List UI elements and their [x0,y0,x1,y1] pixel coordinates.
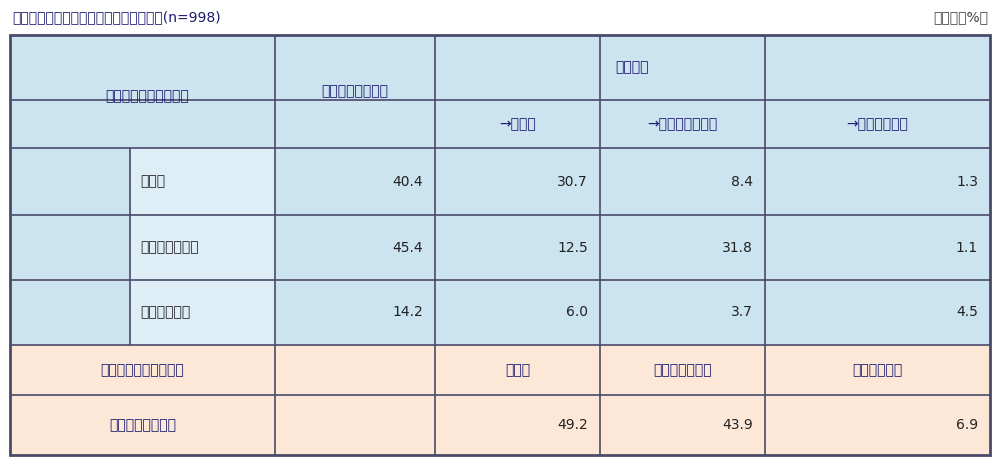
Text: 借換え前の金利タイプ: 借換え前の金利タイプ [106,89,189,103]
Text: 14.2: 14.2 [392,306,423,320]
Text: 全期間固定型: 全期間固定型 [852,363,903,377]
Text: 借換え先: 借換え先 [616,61,649,75]
Text: →固定期間選択型: →固定期間選択型 [647,117,718,131]
Text: 40.4: 40.4 [392,174,423,188]
Text: 1.3: 1.3 [956,174,978,188]
Text: 固定期間選択型: 固定期間選択型 [140,241,199,254]
Text: 金利タイプ別借換えによる構成比の変化(n=998): 金利タイプ別借換えによる構成比の変化(n=998) [12,10,221,24]
Text: 43.9: 43.9 [722,418,753,432]
Bar [10,35,990,455]
Text: 6.9: 6.9 [956,418,978,432]
Bar [10,148,990,215]
Text: 31.8: 31.8 [722,241,753,254]
Text: 借換え前の構成比: 借換え前の構成比 [322,85,388,99]
Text: 49.2: 49.2 [557,418,588,432]
Text: （単位：%）: （単位：%） [933,10,988,24]
Text: 固定期間選択型: 固定期間選択型 [653,363,712,377]
Bar [10,345,990,395]
Bar [10,215,990,280]
Text: 30.7: 30.7 [557,174,588,188]
Text: 12.5: 12.5 [557,241,588,254]
Text: 変動型: 変動型 [505,363,530,377]
Text: 1.1: 1.1 [956,241,978,254]
Text: →変動型: →変動型 [499,117,536,131]
Text: 6.0: 6.0 [566,306,588,320]
Text: 3.7: 3.7 [731,306,753,320]
Text: 8.4: 8.4 [731,174,753,188]
Text: 45.4: 45.4 [392,241,423,254]
Text: 4.5: 4.5 [956,306,978,320]
Text: 借換え後の構成比: 借換え後の構成比 [109,418,176,432]
Text: 全期間固定型: 全期間固定型 [140,306,190,320]
Bar [10,100,990,148]
Bar [130,280,275,345]
Bar [10,35,990,100]
Bar [130,148,275,215]
Bar [10,395,990,455]
Text: →全期間固定型: →全期間固定型 [847,117,908,131]
Text: 借換え後の金利タイプ: 借換え後の金利タイプ [101,363,184,377]
Text: 変動型: 変動型 [140,174,165,188]
Bar [10,280,990,345]
Bar [130,215,275,280]
